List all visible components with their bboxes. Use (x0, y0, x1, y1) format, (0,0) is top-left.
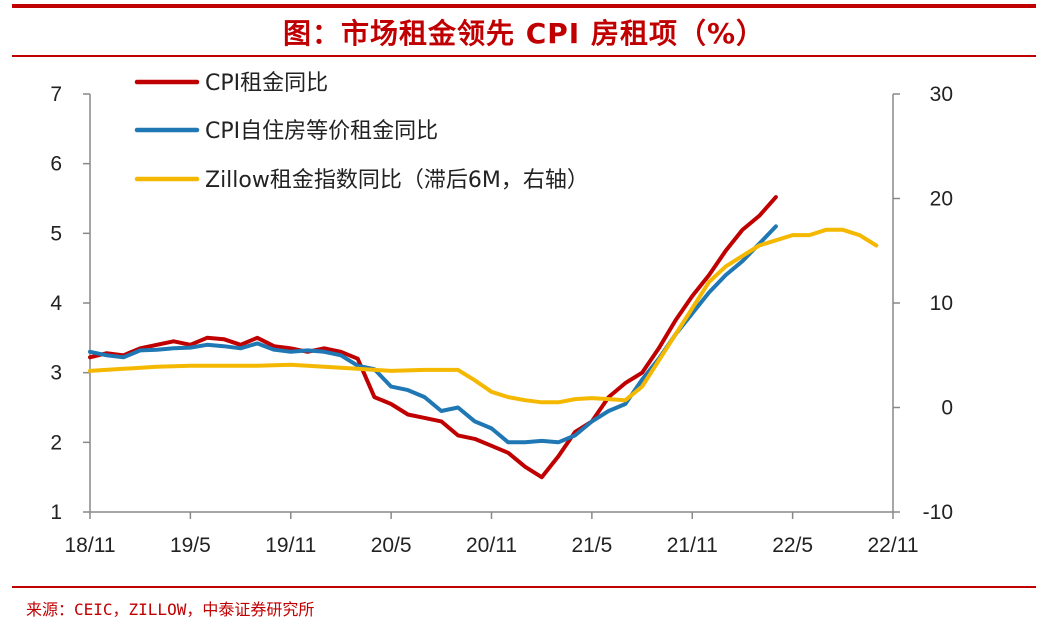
series-line-0 (88, 195, 778, 480)
line-chart: 1 2 3 4 5 6 7 -10 0 10 20 30 18/11 19/5 19/11 20/5 20/11… (50, 71, 953, 557)
x-tick-label: 22/11 (868, 534, 919, 557)
top-rule (12, 4, 1036, 8)
title-rule (12, 55, 1036, 57)
right-tick-label: 10 (930, 292, 953, 315)
right-tick-label: 30 (930, 83, 953, 106)
left-tick-label: 1 (50, 501, 62, 524)
legend-label-2: Zillow租金指数同比（滞后6M，右轴） (205, 168, 589, 193)
source-note: 来源：CEIC，ZILLOW，中泰证券研究所 (26, 600, 315, 619)
right-tick-label: 0 (941, 397, 953, 420)
legend-label-0: CPI租金同比 (205, 71, 328, 96)
left-tick-label: 5 (50, 222, 62, 245)
right-tick-label: 20 (930, 188, 953, 211)
legend-label-1: CPI自住房等价租金同比 (205, 119, 438, 144)
left-tick-label: 4 (50, 292, 62, 315)
bottom-rule (12, 586, 1036, 588)
x-tick-label: 22/5 (772, 534, 813, 557)
x-tick-label: 20/5 (371, 534, 412, 557)
x-tick-label: 18/11 (65, 534, 116, 557)
series-line-2 (88, 227, 879, 405)
left-tick-label: 7 (50, 83, 62, 106)
right-tick-label: -10 (923, 501, 953, 524)
x-tick-label: 20/11 (466, 534, 517, 557)
left-tick-label: 3 (50, 362, 62, 385)
chart-title: 图：市场租金领先 CPI 房租项（%） (282, 17, 766, 50)
left-tick-label: 6 (50, 153, 62, 176)
left-tick-label: 2 (50, 431, 62, 454)
series-line-1 (88, 224, 778, 445)
x-tick-label: 19/5 (170, 534, 211, 557)
x-tick-label: 21/5 (571, 534, 612, 557)
x-tick-label: 21/11 (667, 534, 718, 557)
x-tick-label: 19/11 (265, 534, 316, 557)
